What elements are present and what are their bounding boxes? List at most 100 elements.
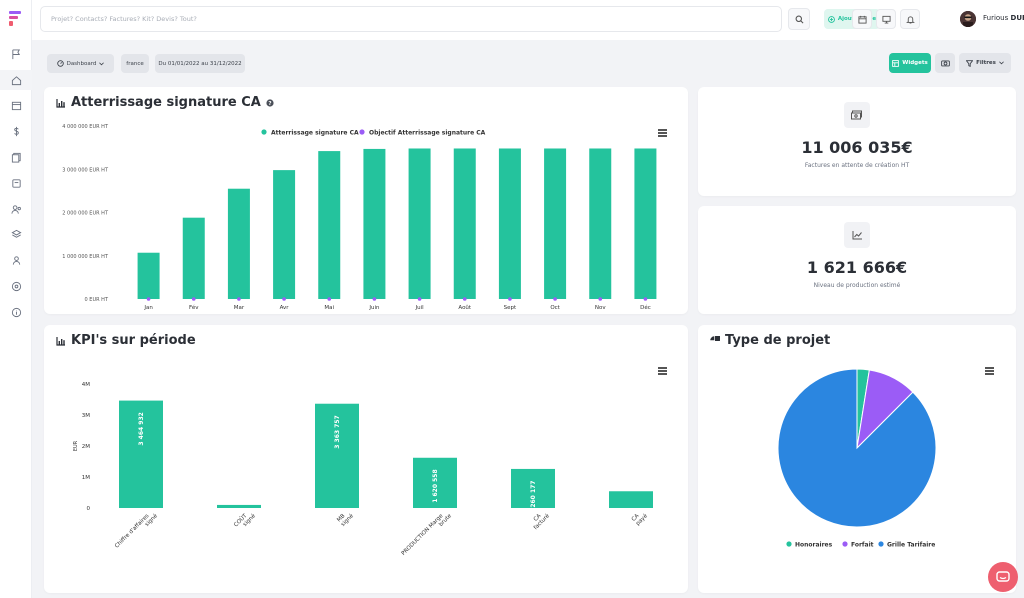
camera-icon	[940, 60, 950, 67]
dashboard-select-label: Dashboard	[66, 60, 97, 67]
svg-text:?: ?	[268, 101, 271, 107]
bar-data-label: 1 260 177	[530, 481, 537, 514]
legend-marker	[786, 541, 792, 547]
documents-icon	[11, 152, 21, 163]
bar	[589, 148, 612, 299]
y-axis-label: EUR	[73, 440, 79, 451]
sidebar-item-money[interactable]	[0, 121, 32, 141]
y-tick-label: 3M	[82, 413, 90, 419]
kpi-production-card: 1 621 666€ Niveau de production estimé	[698, 206, 1016, 314]
sidebar-item-calendar[interactable]	[0, 95, 32, 115]
sidebar-item-documents[interactable]	[0, 147, 32, 167]
type-projet-card: Type de projet Honoraires Forfait Grille T…	[698, 325, 1016, 593]
calendar-icon	[11, 101, 21, 110]
widgets-button-label: Widgets	[902, 60, 928, 66]
legend-label: Grille Tarifaire	[887, 541, 935, 548]
sidebar-item-settings[interactable]	[0, 276, 32, 296]
x-tick-label-line: CA	[631, 513, 641, 523]
x-tick-label: Avr	[280, 305, 290, 311]
atterrissage-chart: Atterrissage signature CA Objectif Atterr…	[62, 124, 657, 311]
dashboard-icon	[56, 60, 64, 67]
sidebar-item-archive[interactable]	[0, 173, 32, 193]
region-filter[interactable]: france	[121, 54, 149, 73]
chart-legend: Atterrissage signature CA Objectif Atterr…	[261, 129, 486, 136]
plus-circle-icon	[827, 15, 835, 23]
objective-point	[598, 297, 603, 301]
y-tick-label: 0	[87, 506, 91, 512]
bar	[498, 148, 521, 299]
notifications-button[interactable]	[900, 9, 920, 29]
y-tick-label: 4 000 000 EUR HT	[62, 124, 109, 130]
kpi-periode-title-text: KPI's sur période	[71, 333, 196, 348]
sidebar-item-home[interactable]	[0, 70, 32, 90]
bar-data-label: 3 363 757	[334, 415, 341, 448]
objective-point	[462, 297, 467, 301]
calendar-button[interactable]	[852, 9, 872, 29]
legend-label: Honoraires	[795, 541, 833, 548]
y-tick-label: 3 000 000 EUR HT	[62, 167, 109, 173]
bar	[119, 400, 163, 508]
type-projet-title-text: Type de projet	[725, 333, 831, 348]
chevron-down-icon	[999, 61, 1004, 65]
x-tick-label: Juil	[414, 305, 424, 311]
avatar[interactable]	[960, 11, 976, 27]
screenshot-button[interactable]	[935, 53, 955, 73]
x-tick-label-line: MB	[336, 513, 346, 523]
widgets-button[interactable]: Widgets	[889, 53, 931, 73]
legend-label: Objectif Atterrissage signature CA	[369, 129, 486, 136]
dashboard-select[interactable]: Dashboard	[47, 54, 114, 73]
period-filter[interactable]: Du 01/01/2022 au 31/12/2022	[155, 54, 245, 73]
x-tick-label: Jan	[143, 305, 153, 311]
chat-button[interactable]	[988, 562, 1018, 592]
users-icon	[10, 204, 21, 214]
chevron-down-icon	[99, 61, 105, 65]
calendar-icon	[857, 15, 867, 24]
atterrissage-card-title: Atterrissage signature CA ?	[56, 95, 274, 110]
y-tick-label: 2 000 000 EUR HT	[62, 211, 109, 217]
bar	[318, 151, 341, 299]
x-tick-label: Juin	[368, 305, 380, 311]
search-icon	[795, 15, 803, 23]
y-tick-label: 1M	[82, 475, 90, 481]
objective-point	[417, 297, 422, 301]
sidebar-item-user[interactable]	[0, 250, 32, 270]
app-logo-icon[interactable]	[9, 11, 23, 27]
screen-button[interactable]	[876, 9, 896, 29]
user-avatar-icon	[960, 11, 976, 27]
x-tick-label: Nov	[595, 305, 606, 311]
info-icon	[11, 307, 21, 317]
search-bar	[40, 6, 782, 32]
legend-marker	[261, 129, 267, 135]
dollar-icon	[13, 126, 19, 136]
filters-button[interactable]: Filtres	[959, 53, 1011, 73]
x-tick-label-line: PRODUCTION Marge	[401, 513, 445, 557]
help-icon[interactable]: ?	[266, 98, 274, 107]
user-first-name: Furious	[983, 14, 1009, 22]
chart-menu-icon[interactable]	[658, 367, 667, 375]
sidebar-item-info[interactable]	[0, 302, 32, 322]
top-header: Ajout rapide Furious DURAND	[32, 0, 1024, 40]
bar	[413, 457, 457, 508]
x-tick-label: Oct	[550, 305, 560, 311]
y-tick-label: 0 EUR HT	[85, 297, 109, 303]
atterrissage-title-text: Atterrissage signature CA	[71, 95, 261, 110]
chart-menu-icon[interactable]	[985, 367, 994, 375]
sidebar-item-layers[interactable]	[0, 224, 32, 244]
search-input[interactable]	[41, 7, 781, 31]
line-chart-icon	[852, 231, 862, 240]
search-button[interactable]	[788, 8, 810, 30]
y-tick-label: 1 000 000 EUR HT	[62, 254, 109, 260]
bar-data-label: 3 464 932	[138, 412, 145, 445]
sidebar-item-contacts[interactable]	[0, 199, 32, 219]
bar	[511, 468, 555, 508]
objective-point	[508, 297, 512, 301]
bar	[227, 188, 250, 299]
bar	[363, 148, 386, 299]
sidebar-item-flag[interactable]	[0, 44, 32, 64]
chart-menu-icon[interactable]	[658, 129, 667, 137]
user-menu[interactable]: Furious DURAND	[983, 14, 1024, 22]
